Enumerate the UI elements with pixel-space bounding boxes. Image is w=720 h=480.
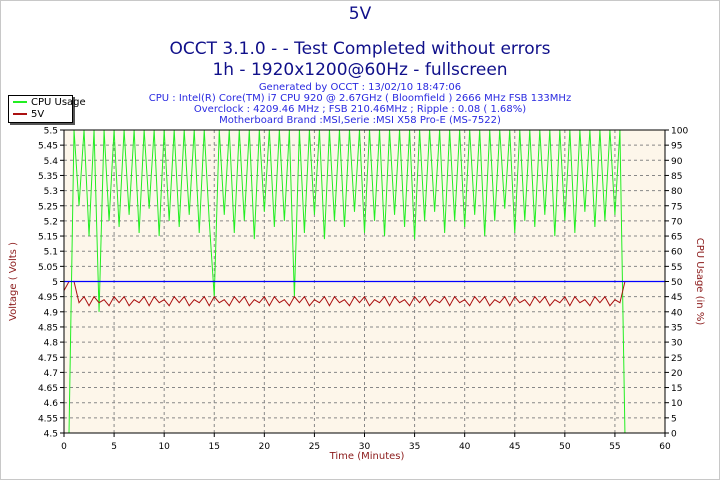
y2-tick-label: 60 <box>671 248 683 258</box>
y2-tick-label: 15 <box>671 384 682 394</box>
y-tick-label: 5.35 <box>38 172 58 182</box>
legend: CPU Usage 5V <box>8 95 86 123</box>
y-tick-label: 4.5 <box>44 430 58 440</box>
legend-item-5v: 5V <box>13 109 44 121</box>
y2-tick-label: 95 <box>671 142 682 152</box>
y2-tick-label: 85 <box>671 172 682 182</box>
y-tick-label: 5.2 <box>44 217 58 227</box>
legend-swatch-cpu <box>13 101 27 103</box>
chart-subtitle-mode: 1h - 1920x1200@60Hz - fullscreen <box>212 60 508 80</box>
info-overclock: Overclock : 4209.46 MHz ; FSB 210.46MHz … <box>193 104 527 115</box>
y2-tick-label: 100 <box>671 127 688 137</box>
y2-tick-label: 10 <box>671 399 683 409</box>
y-axis-title: Voltage ( Volts ) <box>8 242 19 321</box>
y2-tick-label: 30 <box>671 339 683 349</box>
y-tick-label: 4.65 <box>38 384 58 394</box>
chart-subtitle-test: OCCT 3.1.0 - - Test Completed without er… <box>169 39 551 59</box>
series-5v-line <box>63 281 665 307</box>
y-tick-label: 4.9 <box>44 308 59 318</box>
x-tick-label: 35 <box>409 442 420 452</box>
x-tick-label: 10 <box>158 442 170 452</box>
y2-tick-label: 45 <box>671 293 682 303</box>
x-axis-title: Time (Minutes) <box>329 451 405 462</box>
y-tick-label: 5.3 <box>44 187 58 197</box>
info-cpu: CPU : Intel(R) Core(TM) i7 CPU 920 @ 2.6… <box>148 93 572 104</box>
y-tick-label: 5.25 <box>38 202 58 212</box>
legend-label-cpu: CPU Usage <box>31 97 86 108</box>
x-tick-label: 25 <box>309 442 320 452</box>
y-tick-label: 5.15 <box>38 233 58 243</box>
y-tick-label: 4.85 <box>38 323 58 333</box>
legend-label-5v: 5V <box>31 109 45 120</box>
chart-title: 5V <box>348 4 372 24</box>
x-tick-label: 20 <box>259 442 271 452</box>
y2-axis-title: CPU Usage (in %) <box>694 238 705 326</box>
x-tick-label: 15 <box>209 442 220 452</box>
x-tick-label: 45 <box>509 442 520 452</box>
x-tick-label: 30 <box>359 442 371 452</box>
y2-tick-label: 65 <box>671 233 682 243</box>
info-generated: Generated by OCCT : 13/02/10 18:47:06 <box>258 82 462 93</box>
y-tick-label: 4.7 <box>44 369 58 379</box>
y-tick-label: 4.95 <box>38 293 58 303</box>
y2-tick-label: 0 <box>671 430 677 440</box>
y-tick-label: 5.4 <box>44 157 59 167</box>
y2-tick-label: 75 <box>671 202 682 212</box>
plot-border <box>63 129 666 434</box>
legend-swatch-5v <box>13 113 27 115</box>
y2-tick-label: 25 <box>671 354 682 364</box>
info-motherboard: Motherboard Brand :MSI,Serie :MSI X58 Pr… <box>219 115 501 126</box>
y2-tick-label: 5 <box>671 414 677 424</box>
y2-tick-label: 90 <box>671 157 683 167</box>
y2-tick-label: 35 <box>671 323 682 333</box>
y-tick-label: 5 <box>52 278 58 288</box>
x-tick-label: 5 <box>111 442 117 452</box>
y2-tick-label: 80 <box>671 187 683 197</box>
y-tick-label: 5.45 <box>38 142 58 152</box>
y-tick-label: 4.8 <box>44 339 59 349</box>
y-tick-label: 5.05 <box>38 263 58 273</box>
y-tick-label: 4.6 <box>44 399 59 409</box>
y-tick-label: 5.1 <box>44 248 58 258</box>
x-tick-label: 60 <box>659 442 671 452</box>
y2-tick-label: 20 <box>671 369 683 379</box>
y2-tick-label: 55 <box>671 263 682 273</box>
y-tick-label: 4.55 <box>38 414 58 424</box>
x-tick-label: 0 <box>61 442 67 452</box>
legend-item-cpu-usage: CPU Usage <box>13 97 86 109</box>
y2-tick-label: 70 <box>671 217 683 227</box>
y2-tick-label: 50 <box>671 278 683 288</box>
x-tick-label: 40 <box>459 442 471 452</box>
x-tick-label: 50 <box>559 442 571 452</box>
x-tick-label: 55 <box>609 442 620 452</box>
y-tick-label: 5.5 <box>44 127 58 137</box>
y-tick-label: 4.75 <box>38 354 58 364</box>
y2-tick-label: 40 <box>671 308 683 318</box>
